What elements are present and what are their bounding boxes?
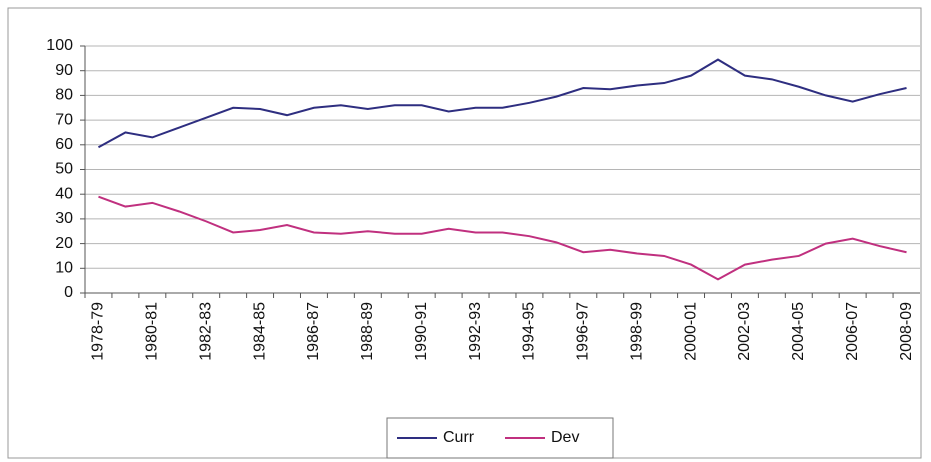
y-tick-label: 90: [55, 62, 73, 79]
x-tick-label: 2000-01: [682, 302, 699, 361]
x-tick-label: 1998-99: [628, 302, 645, 361]
x-tick-label: 1988-89: [359, 302, 376, 361]
legend-label: Dev: [551, 429, 579, 446]
legend-label: Curr: [443, 429, 475, 446]
x-tick-label: 2008-09: [898, 302, 915, 361]
x-tick-label: 1978-79: [90, 302, 107, 361]
x-tick-label: 1990-91: [413, 302, 430, 361]
series-line: [97, 58, 907, 149]
y-tick-label: 40: [55, 185, 73, 202]
y-tick-label: 80: [55, 87, 73, 104]
y-tick-label: 10: [55, 260, 73, 277]
y-tick-label: 30: [55, 210, 73, 227]
series-line: [98, 195, 907, 281]
y-tick-label: 100: [46, 37, 73, 54]
y-tick-label: 50: [55, 161, 73, 178]
chart-frame: [7, 7, 922, 459]
x-tick-label: 1986-87: [305, 302, 322, 361]
y-tick-label: 70: [55, 111, 73, 128]
y-tick-label: 20: [55, 235, 73, 252]
x-tick-label: 1980-81: [144, 302, 161, 361]
x-tick-label: 2006-07: [844, 302, 861, 361]
x-tick-label: 1984-85: [251, 302, 268, 361]
x-tick-label: 1996-97: [575, 302, 592, 361]
x-tick-label: 2004-05: [790, 302, 807, 361]
y-tick-label: 0: [64, 284, 73, 301]
x-tick-label: 1982-83: [197, 302, 214, 361]
y-tick-label: 60: [55, 136, 73, 153]
x-tick-label: 1994-95: [521, 302, 538, 361]
x-tick-label: 1992-93: [467, 302, 484, 361]
x-tick-label: 2002-03: [736, 302, 753, 361]
